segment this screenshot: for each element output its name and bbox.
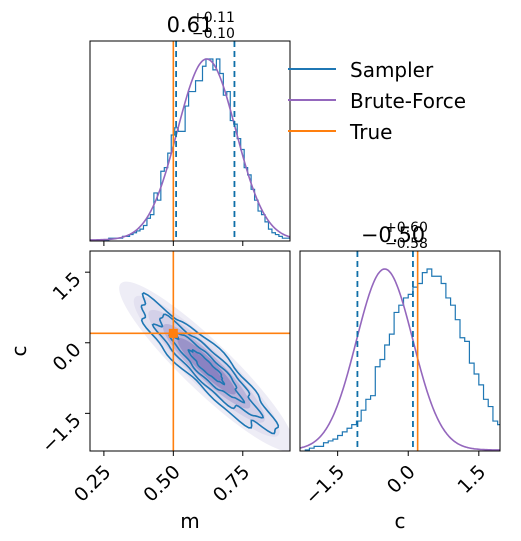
ylabel-c: c [7,346,31,357]
title-m-minus: −0.10 [192,26,235,42]
marginal-c-panel [299,250,501,452]
legend-brute-force-label: Brute-Force [350,89,466,113]
marginal-m-frame [89,40,291,242]
title-c: −0.50 [361,223,425,247]
joint-panel [89,250,291,452]
c-axis-tick-label-0: −1.5 [301,461,349,509]
c-y-tick-label-0: −1.5 [37,409,85,457]
m-axis-tick-label-0: 0.25 [70,461,115,506]
c-axis-tick-label-1: 0.0 [383,461,420,498]
sampler-contour-2 [151,313,265,419]
c-y-tick-label-1: 0.0 [49,339,86,376]
sampler-histogram-m [98,58,290,241]
marginal-c-frame [299,250,501,452]
sampler-contour-1 [168,332,246,404]
sampler-contour-0 [187,348,226,386]
legend-sampler-label: Sampler [350,58,434,82]
brute-force-curve-c [300,268,500,451]
m-axis-tick-label-2: 0.75 [209,461,254,506]
legend-true-label: True [349,120,392,144]
joint-frame [89,250,291,452]
title-m-plus: +0.11 [192,10,235,26]
c-axis-tick-label-2: 1.5 [453,461,490,498]
title-m: 0.61 [167,13,214,37]
legend: Sampler Brute-Force True [288,58,466,144]
brute-force-density-level-5 [192,352,222,381]
title-c-plus: +0.60 [385,220,428,236]
m-axis-tick-label-1: 0.50 [139,461,184,506]
xlabel-m: m [180,509,199,533]
brute-force-curve-m [90,58,290,241]
title-m-value: 0.61 [167,13,214,37]
sampler-contour-3 [140,292,280,435]
title-c-minus: −0.58 [385,236,428,252]
c-y-tick-label-2: 1.5 [49,268,86,305]
title-c-value: −0.50 [361,223,425,247]
marginal-m-panel [89,40,291,242]
truth-marker [168,328,178,338]
xlabel-c: c [395,509,406,533]
